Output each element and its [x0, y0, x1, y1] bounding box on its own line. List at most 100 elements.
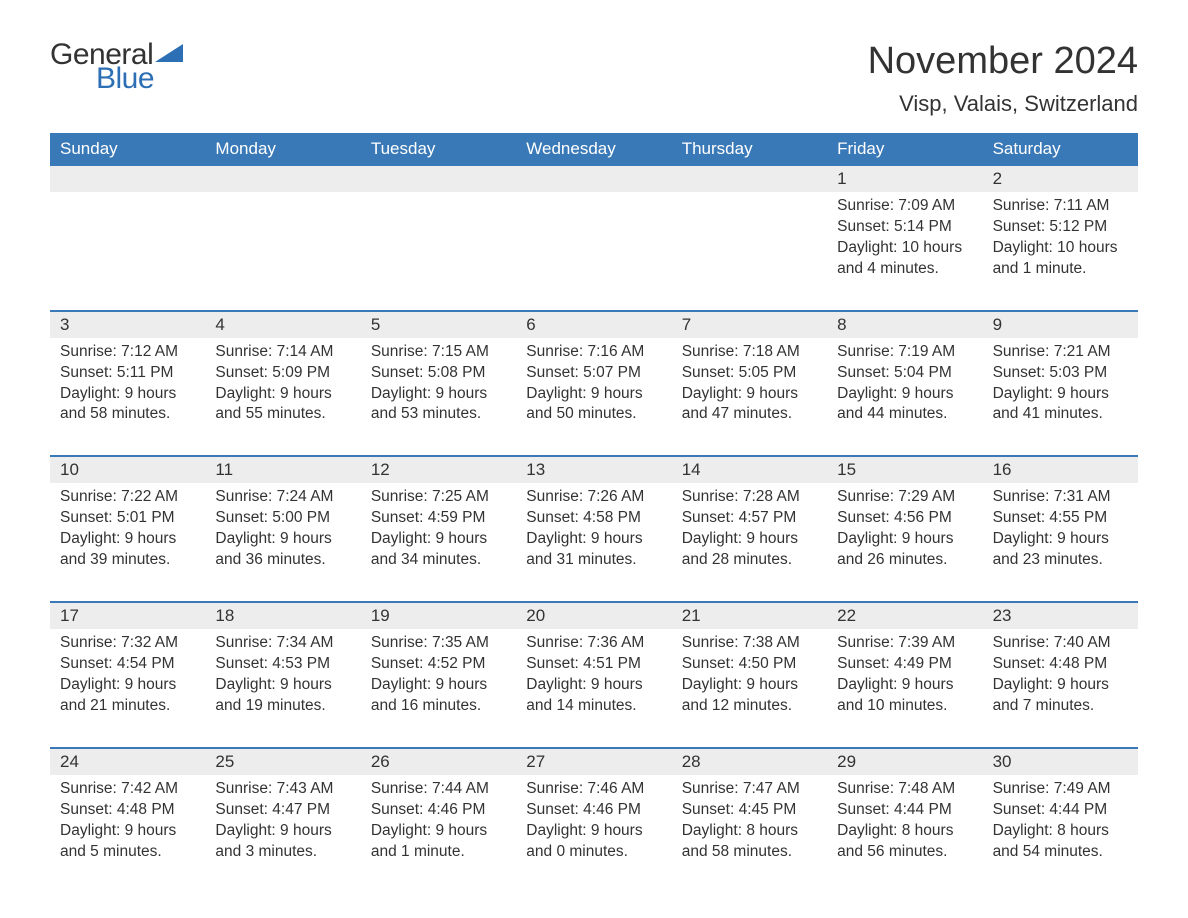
day-sunset: Sunset: 4:49 PM [837, 654, 972, 675]
day-sunrise: Sunrise: 7:39 AM [837, 633, 972, 654]
calendar-day-cell: 23Sunrise: 7:40 AMSunset: 4:48 PMDayligh… [983, 603, 1138, 723]
day-details: Sunrise: 7:47 AMSunset: 4:45 PMDaylight:… [672, 775, 827, 869]
weekday-header-row: SundayMondayTuesdayWednesdayThursdayFrid… [50, 133, 1138, 166]
calendar-day-cell: 26Sunrise: 7:44 AMSunset: 4:46 PMDayligh… [361, 749, 516, 869]
day-sunrise: Sunrise: 7:21 AM [993, 342, 1128, 363]
day-sunrise: Sunrise: 7:34 AM [215, 633, 350, 654]
day-sunrise: Sunrise: 7:12 AM [60, 342, 195, 363]
calendar-empty-cell [516, 166, 671, 286]
empty-day-bar [361, 166, 516, 192]
day-daylight: Daylight: 9 hours and 34 minutes. [371, 529, 506, 571]
day-sunset: Sunset: 5:03 PM [993, 363, 1128, 384]
day-details: Sunrise: 7:35 AMSunset: 4:52 PMDaylight:… [361, 629, 516, 723]
day-number: 7 [672, 312, 827, 338]
day-number: 27 [516, 749, 671, 775]
day-details: Sunrise: 7:25 AMSunset: 4:59 PMDaylight:… [361, 483, 516, 577]
day-sunset: Sunset: 4:58 PM [526, 508, 661, 529]
day-sunrise: Sunrise: 7:31 AM [993, 487, 1128, 508]
day-daylight: Daylight: 9 hours and 41 minutes. [993, 384, 1128, 426]
day-number: 5 [361, 312, 516, 338]
calendar-day-cell: 25Sunrise: 7:43 AMSunset: 4:47 PMDayligh… [205, 749, 360, 869]
day-number: 20 [516, 603, 671, 629]
day-sunrise: Sunrise: 7:16 AM [526, 342, 661, 363]
calendar-empty-cell [672, 166, 827, 286]
day-daylight: Daylight: 9 hours and 5 minutes. [60, 821, 195, 863]
day-number: 1 [827, 166, 982, 192]
day-sunset: Sunset: 4:46 PM [526, 800, 661, 821]
sail-icon [155, 44, 183, 62]
calendar-day-cell: 13Sunrise: 7:26 AMSunset: 4:58 PMDayligh… [516, 457, 671, 577]
calendar-day-cell: 21Sunrise: 7:38 AMSunset: 4:50 PMDayligh… [672, 603, 827, 723]
day-sunrise: Sunrise: 7:26 AM [526, 487, 661, 508]
calendar-day-cell: 9Sunrise: 7:21 AMSunset: 5:03 PMDaylight… [983, 312, 1138, 432]
day-details: Sunrise: 7:34 AMSunset: 4:53 PMDaylight:… [205, 629, 360, 723]
day-sunset: Sunset: 5:12 PM [993, 217, 1128, 238]
day-daylight: Daylight: 9 hours and 23 minutes. [993, 529, 1128, 571]
day-sunset: Sunset: 4:44 PM [993, 800, 1128, 821]
header-bar: General Blue November 2024 Visp, Valais,… [50, 40, 1138, 127]
day-sunrise: Sunrise: 7:44 AM [371, 779, 506, 800]
day-daylight: Daylight: 9 hours and 50 minutes. [526, 384, 661, 426]
day-number: 16 [983, 457, 1138, 483]
calendar-day-cell: 8Sunrise: 7:19 AMSunset: 5:04 PMDaylight… [827, 312, 982, 432]
weekday-header: Monday [205, 133, 360, 166]
day-sunrise: Sunrise: 7:38 AM [682, 633, 817, 654]
day-daylight: Daylight: 9 hours and 47 minutes. [682, 384, 817, 426]
day-daylight: Daylight: 9 hours and 0 minutes. [526, 821, 661, 863]
calendar-day-cell: 29Sunrise: 7:48 AMSunset: 4:44 PMDayligh… [827, 749, 982, 869]
calendar-day-cell: 20Sunrise: 7:36 AMSunset: 4:51 PMDayligh… [516, 603, 671, 723]
brand-word-2: Blue [96, 64, 183, 94]
day-sunset: Sunset: 4:53 PM [215, 654, 350, 675]
day-sunrise: Sunrise: 7:46 AM [526, 779, 661, 800]
day-sunset: Sunset: 4:50 PM [682, 654, 817, 675]
day-details: Sunrise: 7:19 AMSunset: 5:04 PMDaylight:… [827, 338, 982, 432]
day-number: 3 [50, 312, 205, 338]
calendar-empty-cell [361, 166, 516, 286]
day-details: Sunrise: 7:28 AMSunset: 4:57 PMDaylight:… [672, 483, 827, 577]
calendar-empty-cell [205, 166, 360, 286]
day-details: Sunrise: 7:12 AMSunset: 5:11 PMDaylight:… [50, 338, 205, 432]
calendar-week-row: 10Sunrise: 7:22 AMSunset: 5:01 PMDayligh… [50, 455, 1138, 577]
day-details: Sunrise: 7:39 AMSunset: 4:49 PMDaylight:… [827, 629, 982, 723]
calendar-day-cell: 6 Sunrise: 7:16 AMSunset: 5:07 PMDaylight… [516, 312, 671, 432]
day-number: 14 [672, 457, 827, 483]
day-details: Sunrise: 7:31 AMSunset: 4:55 PMDaylight:… [983, 483, 1138, 577]
day-sunset: Sunset: 4:54 PM [60, 654, 195, 675]
day-sunset: Sunset: 4:47 PM [215, 800, 350, 821]
day-daylight: Daylight: 9 hours and 53 minutes. [371, 384, 506, 426]
day-sunset: Sunset: 5:00 PM [215, 508, 350, 529]
day-sunset: Sunset: 5:09 PM [215, 363, 350, 384]
day-sunset: Sunset: 5:14 PM [837, 217, 972, 238]
calendar-day-cell: 11Sunrise: 7:24 AMSunset: 5:00 PMDayligh… [205, 457, 360, 577]
calendar-day-cell: 16Sunrise: 7:31 AMSunset: 4:55 PMDayligh… [983, 457, 1138, 577]
day-sunrise: Sunrise: 7:42 AM [60, 779, 195, 800]
calendar-day-cell: 17Sunrise: 7:32 AMSunset: 4:54 PMDayligh… [50, 603, 205, 723]
calendar-week-row: 24Sunrise: 7:42 AMSunset: 4:48 PMDayligh… [50, 747, 1138, 869]
day-sunset: Sunset: 4:48 PM [60, 800, 195, 821]
day-details: Sunrise: 7:44 AMSunset: 4:46 PMDaylight:… [361, 775, 516, 869]
day-daylight: Daylight: 8 hours and 54 minutes. [993, 821, 1128, 863]
day-daylight: Daylight: 9 hours and 1 minute. [371, 821, 506, 863]
day-daylight: Daylight: 10 hours and 4 minutes. [837, 238, 972, 280]
day-sunset: Sunset: 5:04 PM [837, 363, 972, 384]
day-sunrise: Sunrise: 7:40 AM [993, 633, 1128, 654]
day-sunset: Sunset: 4:45 PM [682, 800, 817, 821]
day-details: Sunrise: 7:18 AMSunset: 5:05 PMDaylight:… [672, 338, 827, 432]
calendar-day-cell: 2Sunrise: 7:11 AMSunset: 5:12 PMDaylight… [983, 166, 1138, 286]
day-number: 12 [361, 457, 516, 483]
calendar-day-cell: 10Sunrise: 7:22 AMSunset: 5:01 PMDayligh… [50, 457, 205, 577]
day-details: Sunrise: 7:49 AMSunset: 4:44 PMDaylight:… [983, 775, 1138, 869]
day-sunrise: Sunrise: 7:36 AM [526, 633, 661, 654]
calendar-day-cell: 24Sunrise: 7:42 AMSunset: 4:48 PMDayligh… [50, 749, 205, 869]
location-subtitle: Visp, Valais, Switzerland [868, 91, 1138, 117]
day-sunset: Sunset: 5:07 PM [526, 363, 661, 384]
day-number: 6 [516, 312, 671, 338]
day-number: 19 [361, 603, 516, 629]
day-sunrise: Sunrise: 7:14 AM [215, 342, 350, 363]
day-daylight: Daylight: 9 hours and 26 minutes. [837, 529, 972, 571]
calendar-day-cell: 19Sunrise: 7:35 AMSunset: 4:52 PMDayligh… [361, 603, 516, 723]
calendar-day-cell: 27 Sunrise: 7:46 AMSunset: 4:46 PMDayligh… [516, 749, 671, 869]
weekday-header: Friday [827, 133, 982, 166]
weekday-header: Sunday [50, 133, 205, 166]
day-daylight: Daylight: 9 hours and 31 minutes. [526, 529, 661, 571]
